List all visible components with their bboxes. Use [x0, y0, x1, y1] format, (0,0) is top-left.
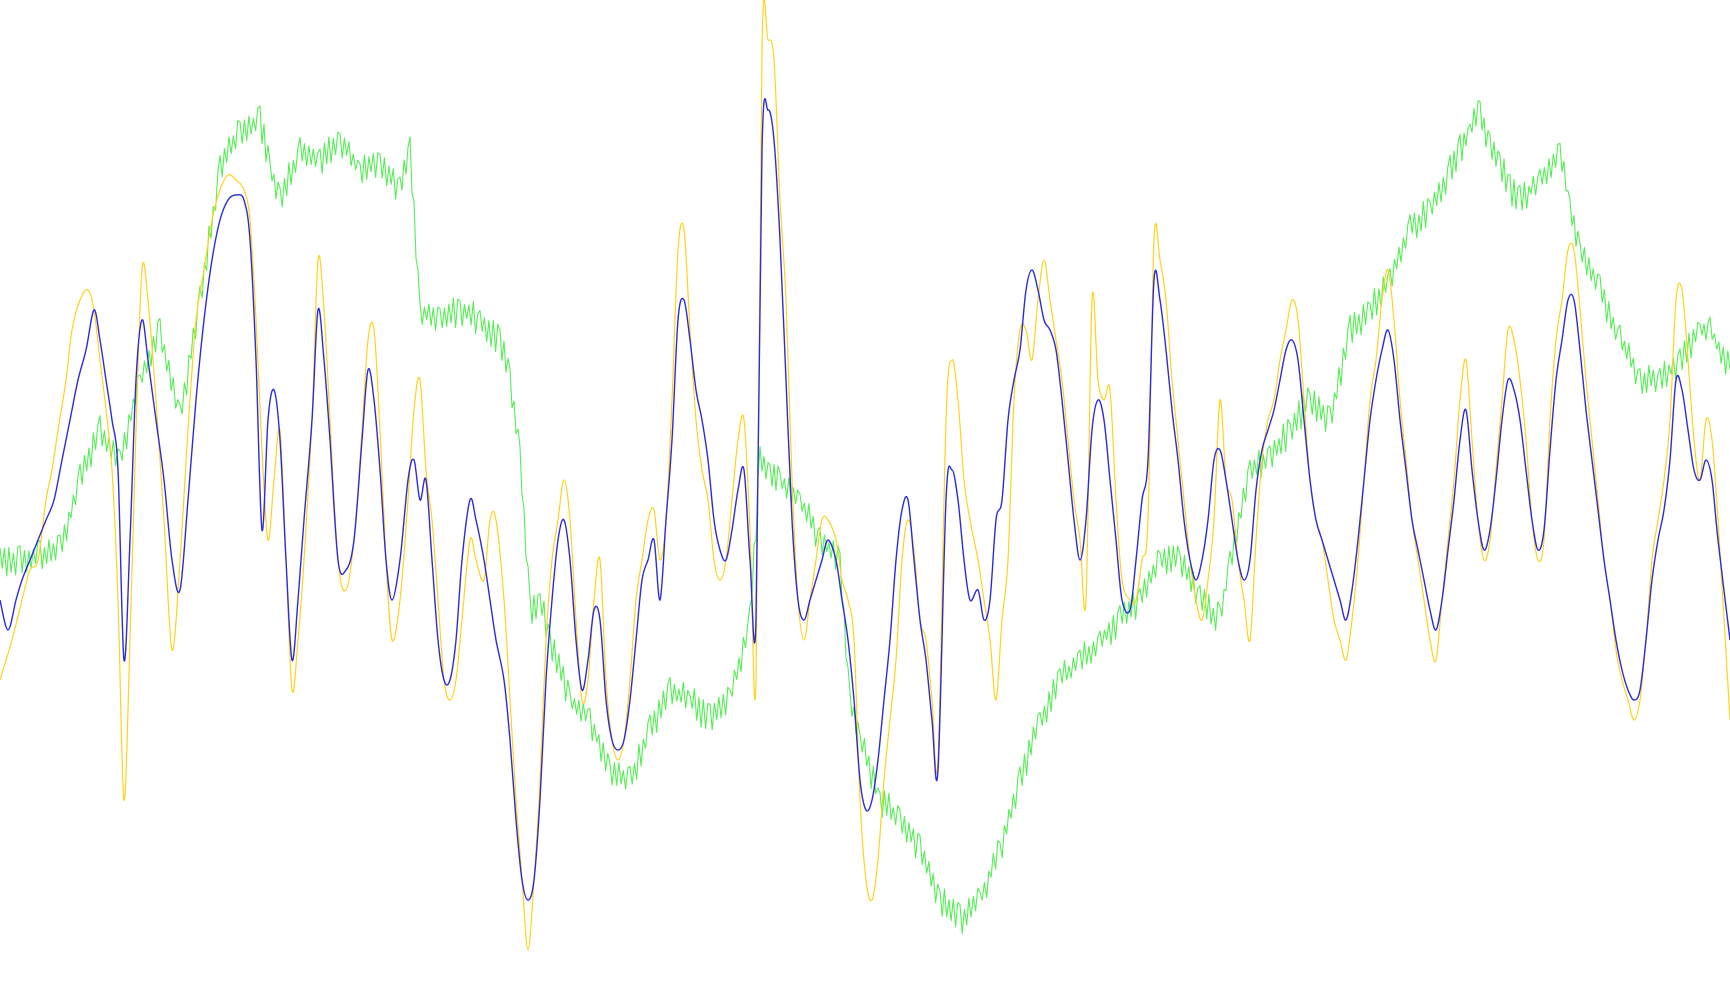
series-layer — [0, 0, 1730, 951]
series-line-1 — [0, 98, 1730, 901]
series-line-2 — [0, 100, 1730, 934]
